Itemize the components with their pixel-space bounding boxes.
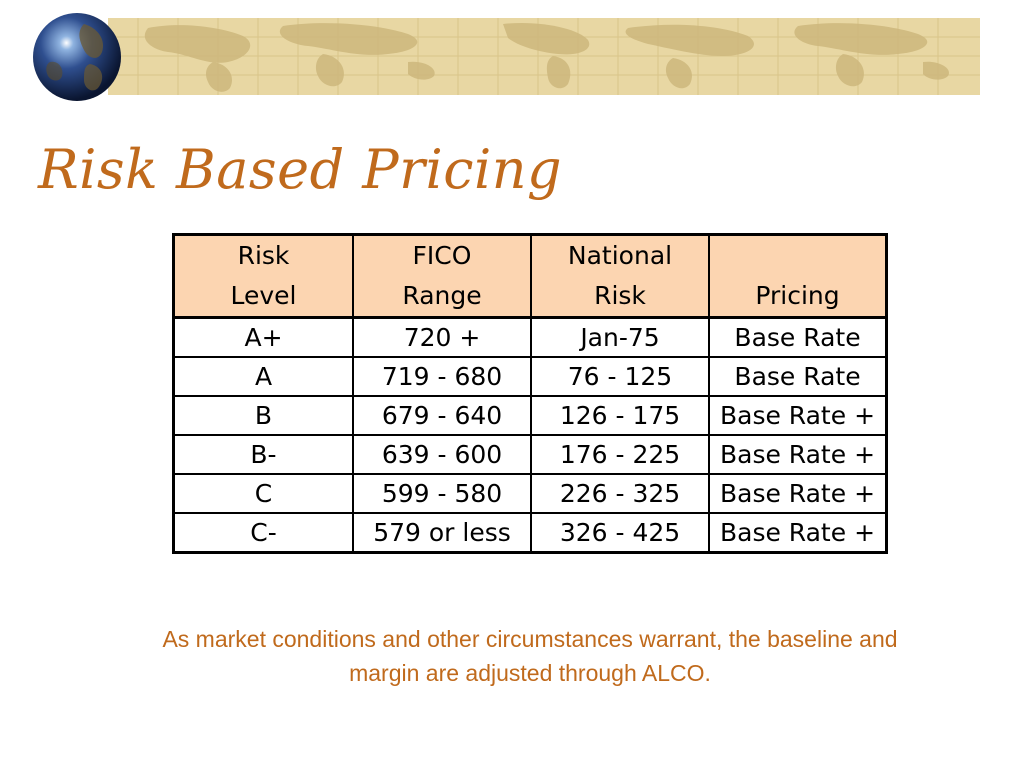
cell-fico-range: 720 + (352, 316, 532, 358)
cell-risk-level: A+ (172, 316, 354, 358)
header-pricing: Pricing (708, 233, 888, 319)
risk-pricing-table-wrapper: Risk Level FICO Range National Risk Pricing… (172, 233, 888, 554)
cell-fico-range: 579 or less (352, 512, 532, 554)
cell-pricing: Base Rate (708, 356, 888, 397)
cell-pricing: Base Rate + (708, 512, 888, 554)
risk-pricing-table: Risk Level FICO Range National Risk Pricing… (172, 233, 888, 554)
world-map-banner (108, 18, 980, 95)
cell-national-risk: 76 - 125 (530, 356, 710, 397)
cell-risk-level: A (172, 356, 354, 397)
globe-logo (32, 12, 122, 102)
table-row: C 599 - 580 226 - 325 Base Rate + (172, 473, 888, 514)
table-header-row: Risk Level FICO Range National Risk Pricing (172, 233, 888, 319)
cell-risk-level: C- (172, 512, 354, 554)
alco-note: As market conditions and other circumsta… (162, 626, 898, 686)
table-row: B- 639 - 600 176 - 225 Base Rate + (172, 434, 888, 475)
cell-pricing: Base Rate (708, 316, 888, 358)
table-row: A 719 - 680 76 - 125 Base Rate (172, 356, 888, 397)
cell-fico-range: 679 - 640 (352, 395, 532, 436)
table-row: C- 579 or less 326 - 425 Base Rate + (172, 512, 888, 554)
cell-fico-range: 719 - 680 (352, 356, 532, 397)
cell-pricing: Base Rate + (708, 434, 888, 475)
cell-pricing: Base Rate + (708, 395, 888, 436)
cell-national-risk: 176 - 225 (530, 434, 710, 475)
header-fico-range: FICO Range (352, 233, 532, 319)
cell-pricing: Base Rate + (708, 473, 888, 514)
cell-fico-range: 639 - 600 (352, 434, 532, 475)
table-row: B 679 - 640 126 - 175 Base Rate + (172, 395, 888, 436)
cell-fico-range: 599 - 580 (352, 473, 532, 514)
cell-national-risk: 326 - 425 (530, 512, 710, 554)
table-row: A+ 720 + Jan-75 Base Rate (172, 316, 888, 358)
cell-national-risk: 226 - 325 (530, 473, 710, 514)
slide-title: Risk Based Pricing (38, 138, 563, 201)
header-risk-level: Risk Level (172, 233, 354, 319)
header-national-risk: National Risk (530, 233, 710, 319)
cell-risk-level: C (172, 473, 354, 514)
cell-national-risk: Jan-75 (530, 316, 710, 358)
cell-risk-level: B- (172, 434, 354, 475)
world-map-graphic (108, 18, 980, 95)
cell-risk-level: B (172, 395, 354, 436)
cell-national-risk: 126 - 175 (530, 395, 710, 436)
